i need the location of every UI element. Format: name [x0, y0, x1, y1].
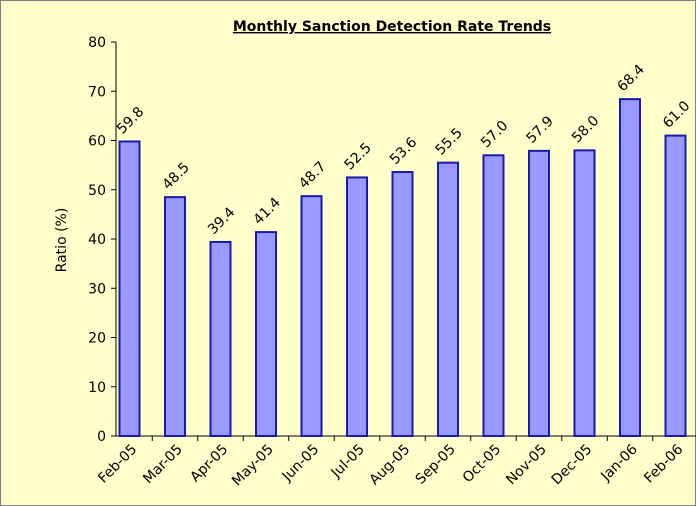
bar — [391, 171, 414, 438]
y-tick-label: 40 — [88, 232, 106, 248]
bar — [437, 161, 459, 437]
bar — [664, 134, 687, 437]
y-axis-label: Ratio (%) — [54, 208, 70, 273]
bar — [619, 98, 641, 437]
bar — [573, 149, 596, 437]
y-tick-label: 20 — [88, 331, 106, 347]
y-tick-label: 0 — [97, 429, 106, 445]
bar — [209, 240, 232, 437]
bar — [300, 195, 323, 437]
y-tick-label: 80 — [88, 35, 106, 51]
bar — [255, 231, 277, 437]
bar — [528, 149, 550, 437]
bar — [118, 140, 141, 438]
y-tick-label: 10 — [88, 380, 106, 396]
bar — [482, 154, 505, 437]
bar — [164, 196, 186, 437]
y-tick-label: 60 — [88, 134, 106, 150]
y-tick-label: 50 — [88, 183, 106, 199]
y-tick-label: 70 — [88, 84, 106, 100]
chart-title: Monthly Sanction Detection Rate Trends — [233, 19, 551, 35]
bar — [346, 176, 368, 437]
y-tick-label: 30 — [88, 281, 106, 297]
